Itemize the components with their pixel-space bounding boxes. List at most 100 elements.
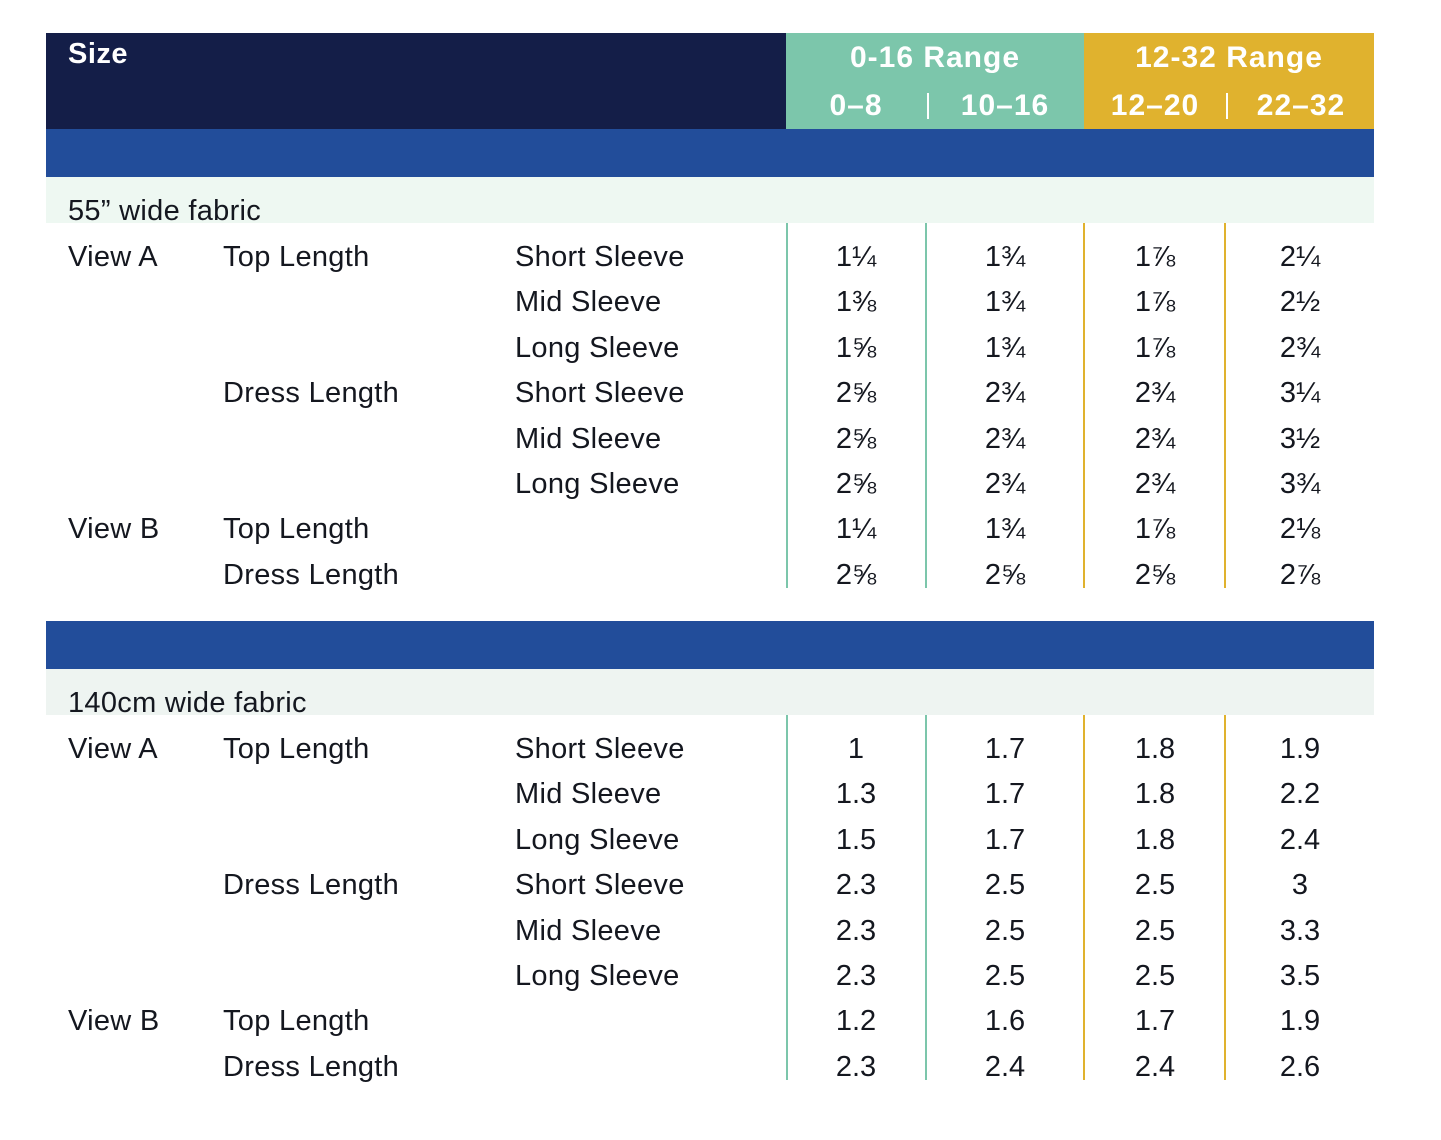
- sleeve-label: Mid Sleeve: [515, 422, 662, 455]
- table-cell-value: 2⅝: [835, 468, 877, 500]
- table-cell-value: 2.5: [984, 960, 1026, 992]
- column-header-10-16: 10–16: [960, 89, 1050, 122]
- table-cell-value: 2¾: [1279, 331, 1321, 364]
- view-label: View B: [68, 513, 160, 546]
- table-cell-value: 1⅝: [835, 331, 877, 364]
- table-cell-value: 1¾: [984, 513, 1026, 546]
- table-cell-value: 2.4: [1279, 823, 1321, 856]
- column-divider: [1083, 223, 1085, 589]
- sleeve-label: Short Sleeve: [515, 377, 685, 410]
- sleeve-label: Short Sleeve: [515, 241, 685, 273]
- table-cell-value: 2⅝: [835, 377, 877, 410]
- table-cell-value: 2¾: [984, 468, 1026, 500]
- table-cell-value: 2⅛: [1279, 513, 1321, 546]
- section-title-bar: [46, 177, 1374, 223]
- table-cell-value: 2⅝: [835, 422, 877, 455]
- length-label: Dress Length: [223, 869, 400, 902]
- range-12-32-header: [1084, 33, 1374, 129]
- table-cell-value: 1.3: [835, 778, 877, 811]
- table-cell-value: 1.9: [1279, 733, 1321, 765]
- table-cell-value: 2¾: [1134, 377, 1176, 410]
- length-label: Top Length: [223, 241, 370, 273]
- view-label: View A: [68, 733, 158, 765]
- table-cell-value: 1¼: [835, 241, 877, 273]
- table-cell-value: 2.5: [1134, 960, 1176, 992]
- table-cell-value: 2.5: [984, 914, 1026, 947]
- table-cell-value: 1.2: [835, 1005, 877, 1038]
- table-cell-value: 1.7: [984, 823, 1026, 856]
- table-cell-value: 1: [847, 733, 865, 765]
- table-cell-value: 1¾: [984, 241, 1026, 273]
- section-title: 140cm wide fabric: [68, 687, 307, 719]
- table-cell-value: 1.7: [1134, 1005, 1176, 1038]
- column-divider: [925, 223, 927, 589]
- sleeve-label: Mid Sleeve: [515, 286, 662, 319]
- table-cell-value: 1.7: [984, 778, 1026, 811]
- table-cell-value: 2¾: [1134, 422, 1176, 455]
- length-label: Top Length: [223, 1005, 370, 1038]
- table-cell-value: 3: [1291, 869, 1309, 902]
- sleeve-label: Long Sleeve: [515, 823, 680, 856]
- sleeve-label: Short Sleeve: [515, 869, 685, 902]
- column-header-22-32: 22–32: [1256, 89, 1346, 122]
- header-divider: [1226, 93, 1228, 119]
- table-cell-value: 2.4: [984, 1050, 1026, 1083]
- table-cell-value: 2½: [1279, 286, 1321, 319]
- range-0-16-title: 0-16 Range: [849, 41, 1021, 74]
- column-header-0-8: 0–8: [829, 89, 883, 122]
- table-cell-value: 3¼: [1279, 377, 1321, 410]
- sleeve-label: Mid Sleeve: [515, 778, 662, 811]
- table-cell-value: 2.5: [1134, 869, 1176, 902]
- table-cell-value: 1⅞: [1134, 286, 1176, 319]
- sleeve-label: Long Sleeve: [515, 960, 680, 992]
- table-cell-value: 2.2: [1279, 778, 1321, 811]
- table-cell-value: 2¼: [1279, 241, 1321, 273]
- column-divider: [1083, 715, 1085, 1081]
- length-label: Top Length: [223, 513, 370, 546]
- length-label: Dress Length: [223, 1050, 400, 1083]
- table-cell-value: 2.4: [1134, 1050, 1176, 1083]
- column-header-12-20: 12–20: [1110, 89, 1200, 122]
- table-cell-value: 1⅞: [1134, 241, 1176, 273]
- table-cell-value: 2¾: [984, 377, 1026, 410]
- sleeve-label: Long Sleeve: [515, 468, 680, 500]
- table-cell-value: 2⅝: [835, 558, 877, 591]
- range-0-16-header: [786, 33, 1084, 129]
- table-cell-value: 2⅝: [1134, 558, 1176, 591]
- table-cell-value: 2.3: [835, 914, 877, 947]
- table-cell-value: 2.6: [1279, 1050, 1321, 1083]
- table-cell-value: 2⅝: [984, 558, 1026, 591]
- size-label: Size: [68, 38, 129, 70]
- length-label: Top Length: [223, 733, 370, 765]
- table-cell-value: 1.8: [1134, 823, 1176, 856]
- section-band: [46, 621, 1374, 669]
- table-cell-value: 2.3: [835, 960, 877, 992]
- table-cell-value: 2⅞: [1279, 558, 1321, 591]
- table-cell-value: 3.3: [1279, 914, 1321, 947]
- table-cell-value: 1¾: [984, 331, 1026, 364]
- table-cell-value: 2¾: [1134, 468, 1176, 500]
- range-12-32-title: 12-32 Range: [1135, 41, 1323, 74]
- table-cell-value: 3.5: [1279, 960, 1321, 992]
- column-divider: [786, 223, 788, 589]
- table-cell-value: 2.5: [984, 869, 1026, 902]
- column-divider: [1224, 715, 1226, 1081]
- view-label: View A: [68, 241, 158, 273]
- table-cell-value: 1.8: [1134, 778, 1176, 811]
- table-cell-value: 1.6: [984, 1005, 1026, 1038]
- size-header-cell: [46, 33, 786, 129]
- sleeve-label: Short Sleeve: [515, 733, 685, 765]
- column-divider: [925, 715, 927, 1081]
- table-cell-value: 1⅞: [1134, 331, 1176, 364]
- section-title-bar: [46, 669, 1374, 715]
- column-divider: [786, 715, 788, 1081]
- table-cell-value: 1.9: [1279, 1005, 1321, 1038]
- table-cell-value: 1.8: [1134, 733, 1176, 765]
- header-divider: [927, 93, 929, 119]
- table-cell-value: 1.5: [835, 823, 877, 856]
- table-cell-value: 3½: [1279, 422, 1321, 455]
- table-cell-value: 3¾: [1279, 468, 1321, 500]
- length-label: Dress Length: [223, 377, 400, 410]
- table-cell-value: 1¼: [835, 513, 877, 546]
